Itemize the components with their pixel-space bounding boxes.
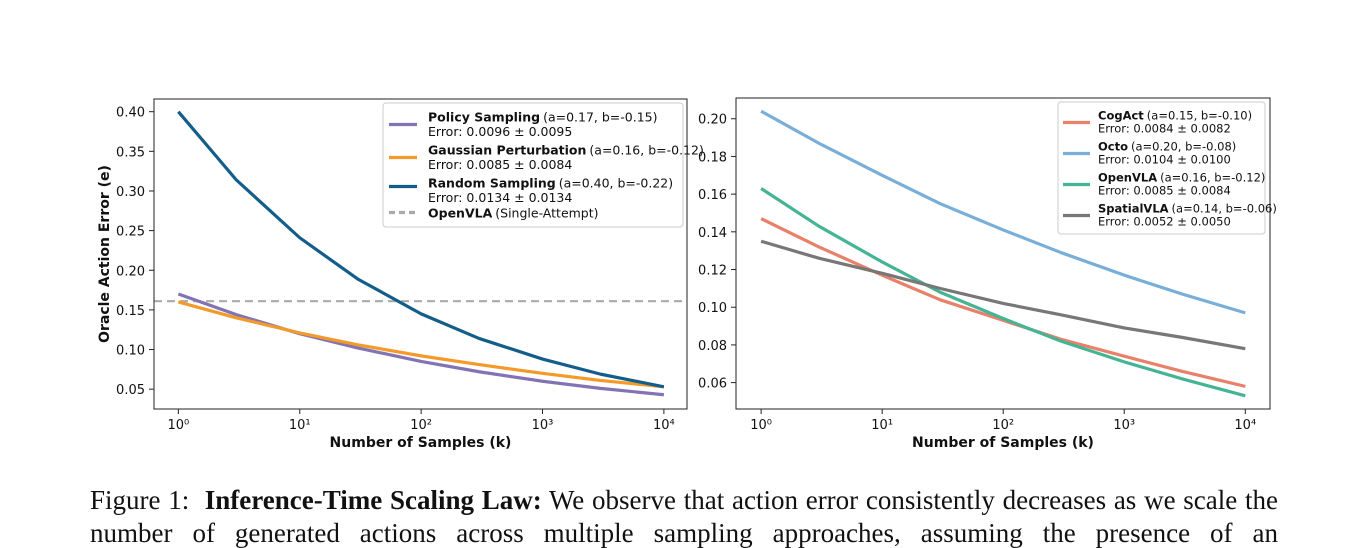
legend-params: (a=0.17, b=-0.15) <box>543 110 657 125</box>
legend-error: Error: 0.0084 ± 0.0082 <box>1098 122 1231 136</box>
legend-label: SpatialVLA (a=0.14, b=-0.06) <box>1098 202 1277 216</box>
y-tick-label: 0.20 <box>116 264 145 279</box>
x-tick-label: 10¹ <box>871 418 893 433</box>
x-tick-label: 10⁴ <box>1234 418 1256 433</box>
legend-label: OpenVLA (Single-Attempt) <box>428 205 599 220</box>
legend-label: Random Sampling (a=0.40, b=-0.22) <box>428 176 673 191</box>
plot-frame <box>735 97 1271 410</box>
x-tick-label: 10² <box>410 418 432 433</box>
legend-params: (Single-Attempt) <box>495 205 598 220</box>
legend-name: CogAct <box>1098 109 1144 123</box>
legend-error: Error: 0.0085 ± 0.0084 <box>428 157 572 172</box>
y-tick-label: 0.08 <box>698 339 727 354</box>
x-tick-label: 10⁰ <box>750 418 772 433</box>
legend-error: Error: 0.0096 ± 0.0095 <box>428 124 572 139</box>
legend-label: Octo (a=0.20, b=-0.08) <box>1098 140 1236 154</box>
y-tick-label: 0.12 <box>698 264 727 279</box>
legend-error: Error: 0.0104 ± 0.0100 <box>1098 153 1231 167</box>
charts: 0.05 0.10 0.15 0.20 0.25 0.30 0.35 0.40 10⁰ 10¹ 10… <box>97 97 1277 451</box>
legend-error: Error: 0.0085 ± 0.0084 <box>1098 184 1231 198</box>
y-tick-label: 0.40 <box>116 106 145 121</box>
y-tick-label: 0.30 <box>116 185 145 200</box>
series-line <box>760 217 1246 388</box>
y-tick-label: 0.25 <box>116 225 145 240</box>
x-tick-label: 10⁴ <box>653 418 675 433</box>
legend-params: (a=0.15, b=-0.10) <box>1147 109 1252 123</box>
legend-error: Error: 0.0052 ± 0.0050 <box>1098 215 1231 229</box>
series-line <box>760 109 1246 315</box>
x-tick-label: 10³ <box>1113 418 1135 433</box>
legend-name: Random Sampling <box>428 176 556 191</box>
legend-label: Policy Sampling (a=0.17, b=-0.15) <box>428 110 657 125</box>
legend-params: (a=0.20, b=-0.08) <box>1131 140 1236 154</box>
y-tick-label: 0.20 <box>698 113 727 128</box>
legend-name: Policy Sampling <box>428 110 540 125</box>
legend-name: OpenVLA <box>428 205 493 220</box>
caption-label: Figure 1: <box>90 485 190 515</box>
y-tick-label: 0.16 <box>698 188 727 203</box>
legend-params: (a=0.14, b=-0.06) <box>1172 202 1277 216</box>
legend-params: (a=0.16, b=-0.12) <box>1160 171 1265 185</box>
series-line <box>177 110 665 389</box>
legend-name: OpenVLA <box>1098 171 1157 185</box>
x-axis-label: Number of Samples (k) <box>330 435 512 451</box>
legend-error: Error: 0.0134 ± 0.0134 <box>428 190 572 205</box>
y-tick-label: 0.35 <box>116 145 145 160</box>
x-tick-label: 10¹ <box>289 418 311 433</box>
series-line <box>177 292 665 397</box>
legend-box <box>1057 101 1266 235</box>
legend-label: Gaussian Perturbation (a=0.16, b=-0.12) <box>428 143 704 158</box>
legend-box <box>382 102 684 228</box>
y-tick-label: 0.14 <box>698 226 727 241</box>
legend-params: (a=0.40, b=-0.22) <box>559 176 673 191</box>
legend-name: Octo <box>1098 140 1128 154</box>
x-tick-label: 10⁰ <box>167 418 189 433</box>
y-tick-label: 0.06 <box>698 377 727 392</box>
x-tick-label: 10³ <box>532 418 554 433</box>
y-tick-label: 0.10 <box>698 301 727 316</box>
legend-name: SpatialVLA <box>1098 202 1169 216</box>
legend-label: CogAct (a=0.15, b=-0.10) <box>1098 109 1252 123</box>
legend-name: Gaussian Perturbation <box>428 143 586 158</box>
y-axis-label: Oracle Action Error (e) <box>97 165 113 343</box>
caption-text: We observe that action error consistentl… <box>90 485 1278 548</box>
caption-title: Inference-Time Scaling Law: <box>204 485 542 515</box>
legend-params: (a=0.16, b=-0.12) <box>589 143 703 158</box>
series-line <box>760 239 1246 351</box>
x-tick-label: 10² <box>992 418 1014 433</box>
y-tick-label: 0.05 <box>116 383 145 398</box>
y-tick-label: 0.10 <box>116 344 145 359</box>
series-line <box>760 187 1246 398</box>
series-line <box>177 300 665 389</box>
y-tick-label: 0.18 <box>698 150 727 165</box>
legend-label: OpenVLA (a=0.16, b=-0.12) <box>1098 171 1265 185</box>
plot-frame <box>153 98 688 410</box>
y-tick-label: 0.15 <box>116 304 145 319</box>
x-axis-label: Number of Samples (k) <box>912 435 1094 451</box>
caption: Figure 1: Inference-Time Scaling Law: We… <box>90 484 1278 548</box>
